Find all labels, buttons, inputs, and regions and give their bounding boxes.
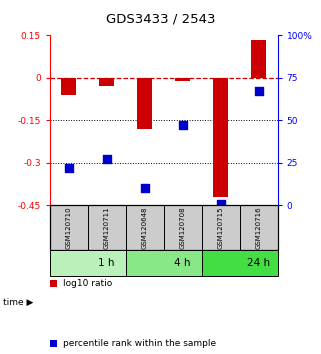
Text: time ▶: time ▶ xyxy=(3,298,34,307)
Point xyxy=(256,88,261,94)
Bar xyxy=(88,205,126,250)
Text: log10 ratio: log10 ratio xyxy=(63,279,112,288)
Text: GSM120710: GSM120710 xyxy=(66,206,72,249)
Point xyxy=(104,156,109,162)
Text: percentile rank within the sample: percentile rank within the sample xyxy=(63,339,216,348)
Bar xyxy=(202,205,240,250)
Text: GSM120708: GSM120708 xyxy=(180,206,186,249)
Bar xyxy=(164,205,202,250)
Bar xyxy=(240,205,278,250)
Text: GDS3433 / 2543: GDS3433 / 2543 xyxy=(106,12,215,25)
Text: 4 h: 4 h xyxy=(174,258,191,268)
Bar xyxy=(251,40,266,78)
Text: 1 h: 1 h xyxy=(99,258,115,268)
Point xyxy=(180,122,185,128)
Text: GSM120715: GSM120715 xyxy=(218,206,224,249)
Text: GSM120716: GSM120716 xyxy=(256,206,262,249)
Bar xyxy=(50,205,88,250)
Point xyxy=(66,165,71,171)
Text: GSM120711: GSM120711 xyxy=(104,206,110,249)
Bar xyxy=(202,250,278,276)
Bar xyxy=(126,205,164,250)
Bar xyxy=(137,78,152,129)
Bar xyxy=(175,78,190,81)
Bar xyxy=(126,250,202,276)
Point xyxy=(218,201,223,206)
Text: 24 h: 24 h xyxy=(247,258,270,268)
Bar xyxy=(61,78,76,95)
Bar xyxy=(213,78,228,197)
Bar xyxy=(99,78,114,86)
Bar xyxy=(50,250,126,276)
Point xyxy=(142,185,147,191)
Text: GSM120648: GSM120648 xyxy=(142,206,148,249)
